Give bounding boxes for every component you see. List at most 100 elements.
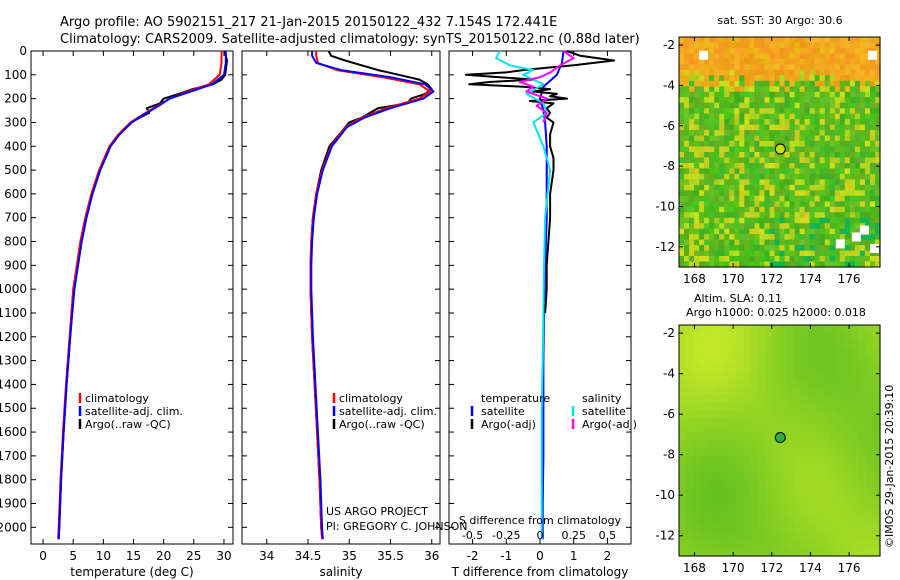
heatmap-cell: [749, 135, 755, 142]
heatmap-cell: [734, 37, 740, 44]
heatmap-cell: [779, 69, 786, 76]
heatmap-cell: [854, 179, 861, 186]
heatmap-cell: [729, 448, 738, 457]
heatmap-cell: [684, 228, 690, 235]
heatmap-cell: [815, 486, 824, 495]
heatmap-cell: [801, 348, 809, 357]
heatmap-cell: [724, 80, 730, 87]
heatmap-cell: [759, 152, 765, 159]
heatmap-cell: [809, 86, 816, 93]
heatmap-cell: [836, 409, 845, 418]
heatmap-cell: [799, 135, 806, 142]
heatmap-cell: [734, 130, 740, 137]
heatmap-cell: [765, 432, 773, 442]
heatmap-cell: [749, 195, 755, 202]
heatmap-cell: [854, 146, 861, 153]
heatmap-cell: [743, 494, 752, 503]
heatmap-cell: [689, 53, 695, 60]
heatmap-cell: [769, 217, 776, 224]
heatmap-cell: [704, 157, 710, 164]
heatmap-cell: [779, 179, 786, 186]
heatmap-cell: [804, 239, 811, 246]
heatmap-cell: [709, 91, 715, 98]
heatmap-cell: [854, 184, 861, 191]
heatmap-cell: [764, 124, 770, 131]
heatmap-cell: [719, 234, 725, 241]
heatmap-cell: [851, 332, 860, 341]
heatmap-cell: [744, 37, 750, 44]
heatmap-cell: [679, 250, 685, 257]
heatmap-cell: [694, 97, 700, 104]
heatmap-cell: [854, 37, 861, 44]
heatmap-cell: [693, 540, 702, 549]
heatmap-cell: [758, 402, 766, 411]
heatmap-cell: [714, 97, 720, 104]
heatmap-cell: [804, 157, 811, 164]
heatmap-cell: [814, 239, 821, 246]
heatmap-cell: [839, 195, 846, 202]
heatmap-cell: [844, 386, 852, 395]
heatmap-cell: [854, 91, 861, 98]
heatmap-cell: [849, 108, 856, 115]
heatmap-cell: [779, 532, 788, 542]
heatmap-cell: [679, 58, 685, 65]
heatmap-cell: [679, 448, 687, 457]
heatmap-cell: [709, 53, 715, 60]
heatmap-cell: [801, 486, 809, 495]
heatmap-cell: [679, 64, 685, 71]
heatmap-cell: [758, 332, 766, 341]
heatmap-cell: [743, 486, 752, 495]
heatmap-cell: [704, 119, 710, 126]
heatmap-cell: [824, 217, 831, 224]
heatmap-cell: [714, 471, 723, 480]
heatmap-cell: [836, 355, 845, 365]
heatmap-cell: [809, 64, 816, 71]
heatmap-cell: [694, 223, 700, 230]
heatmap-cell: [774, 119, 781, 126]
heatmap-cell: [774, 223, 781, 230]
heatmap-cell: [814, 102, 821, 109]
heatmap-cell: [754, 234, 760, 241]
heatmap-cell: [749, 69, 755, 76]
heatmap-cell: [779, 97, 786, 104]
heatmap-cell: [858, 325, 867, 334]
heatmap-cell: [834, 217, 841, 224]
heatmap-cell: [769, 228, 776, 235]
heatmap-cell: [772, 494, 781, 503]
heatmap-cell: [679, 325, 687, 334]
heatmap-cell: [759, 102, 765, 109]
heatmap-cell: [700, 425, 709, 434]
heatmap-cell: [764, 48, 770, 55]
heatmap-cell: [804, 48, 811, 55]
heatmap-cell: [719, 37, 725, 44]
heatmap-cell: [734, 190, 740, 197]
heatmap-cell: [724, 228, 730, 235]
heatmap-cell: [779, 173, 786, 180]
heatmap-cell: [864, 157, 871, 164]
heatmap-cell: [799, 256, 806, 263]
heatmap-cell: [864, 42, 871, 49]
heatmap-cell: [729, 168, 735, 175]
heatmap-cell: [750, 540, 759, 549]
heatmap-cell: [808, 432, 816, 442]
heatmap-cell: [824, 91, 831, 98]
heatmap-cell: [829, 532, 838, 542]
heatmap-cell: [834, 206, 841, 213]
heatmap-cell: [808, 409, 816, 418]
heatmap-cell: [844, 394, 852, 403]
heatmap-cell: [774, 261, 781, 268]
heatmap-cell: [714, 239, 720, 246]
heatmap-cell: [794, 261, 801, 268]
heatmap-cell: [694, 173, 700, 180]
heatmap-cell: [819, 190, 826, 197]
heatmap-cell: [699, 195, 705, 202]
heatmap-cell: [824, 168, 831, 175]
heatmap-cell: [789, 42, 796, 49]
heatmap-cell: [739, 102, 745, 109]
heatmap-cell: [779, 119, 786, 126]
heatmap-cell: [865, 325, 874, 334]
heatmap-cell: [743, 340, 752, 349]
map-subtitle: Argo h1000: 0.025 h2000: 0.018: [686, 306, 866, 319]
heatmap-cell: [729, 502, 738, 511]
heatmap-cell: [719, 75, 725, 82]
